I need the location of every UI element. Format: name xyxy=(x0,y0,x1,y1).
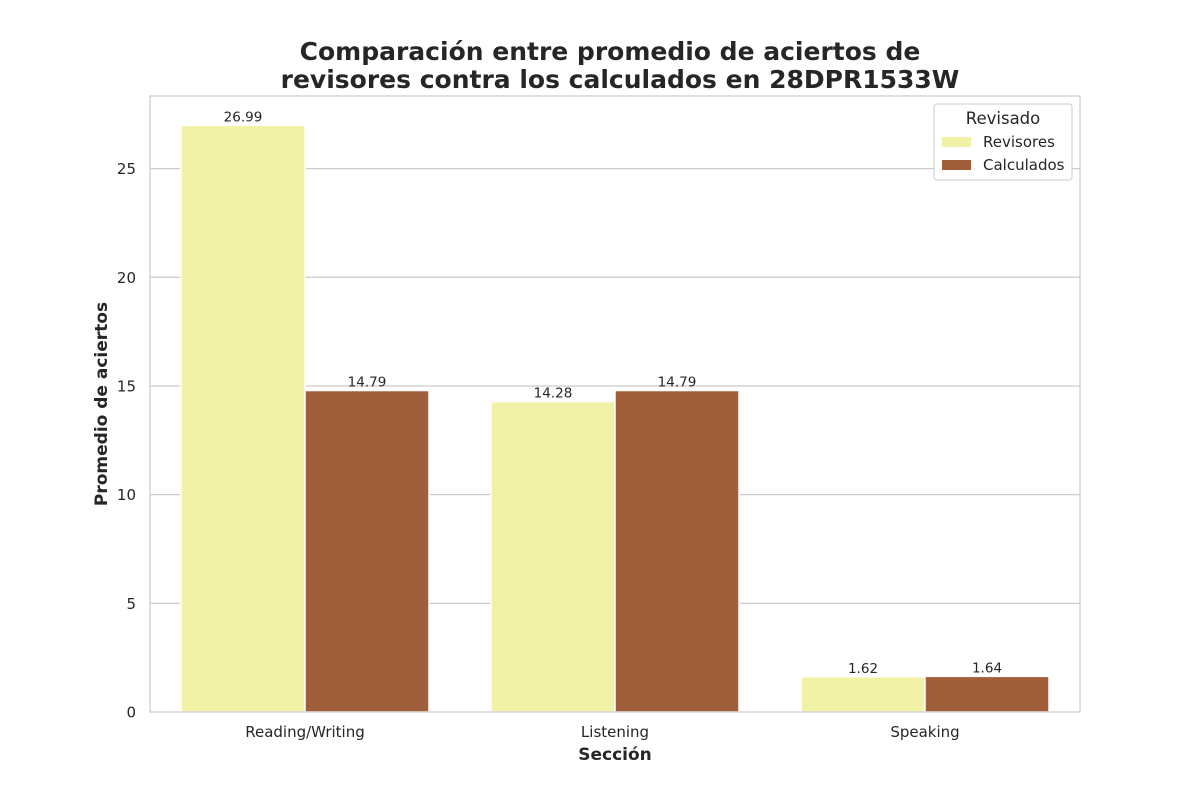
bar-calculados-listening xyxy=(614,389,740,713)
legend-label-calculados: Calculados xyxy=(983,156,1065,174)
data-label-calculados-speaking: 1.64 xyxy=(972,660,1002,676)
bar-revisores-listening xyxy=(490,400,616,713)
legend-title: Revisado xyxy=(966,109,1041,128)
x-tick-reading-writing: Reading/Writing xyxy=(245,723,365,741)
x-tick-speaking: Speaking xyxy=(890,723,959,741)
data-label-revisores-reading-writing: 26.99 xyxy=(224,109,263,125)
chart-title-line-2: revisores contra los calculados en 28DPR… xyxy=(281,65,960,94)
data-label-calculados-reading-writing: 14.79 xyxy=(348,375,387,391)
legend-swatch-revisores xyxy=(942,137,971,147)
data-labels: 26.99 14.79 14.28 14.79 1.62 1.64 xyxy=(224,109,1002,676)
y-tick-0: 0 xyxy=(126,704,136,722)
plot-frame xyxy=(149,95,1081,713)
y-tick-labels: 0 5 10 15 20 25 xyxy=(117,160,136,721)
data-label-calculados-listening: 14.79 xyxy=(658,375,697,391)
data-label-revisores-listening: 14.28 xyxy=(534,386,573,402)
y-tick-25: 25 xyxy=(117,160,136,178)
legend-swatch-calculados xyxy=(942,160,971,170)
y-tick-20: 20 xyxy=(117,269,136,287)
y-tick-10: 10 xyxy=(117,486,136,504)
bar-calculados-speaking xyxy=(924,675,1050,713)
x-tick-listening: Listening xyxy=(581,723,649,741)
legend-label-revisores: Revisores xyxy=(983,133,1055,151)
x-tick-labels: Reading/Writing Listening Speaking xyxy=(245,723,959,741)
legend: Revisado Revisores Calculados xyxy=(933,103,1073,181)
bar-calculados-reading-writing xyxy=(304,389,430,713)
data-label-revisores-speaking: 1.62 xyxy=(848,661,878,677)
bar-revisores-reading-writing xyxy=(180,124,306,713)
bars xyxy=(180,124,1050,713)
bar-revisores-speaking xyxy=(800,676,926,713)
chart-title-line-1: Comparación entre promedio de aciertos d… xyxy=(300,37,921,66)
y-axis-label: Promedio de aciertos xyxy=(92,302,112,506)
x-axis-label: Sección xyxy=(578,745,652,765)
y-tick-5: 5 xyxy=(126,595,136,613)
y-tick-15: 15 xyxy=(117,377,136,395)
